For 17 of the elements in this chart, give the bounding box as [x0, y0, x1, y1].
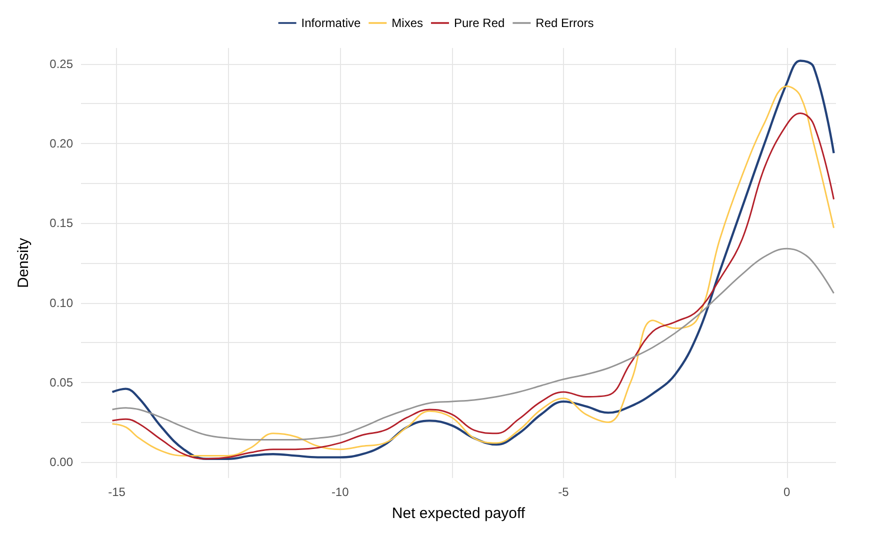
- x-tick-label: -10: [331, 485, 350, 499]
- x-tick-label: -5: [558, 485, 570, 499]
- x-tick-label: 0: [784, 485, 791, 499]
- y-tick-label: 0.05: [50, 375, 74, 390]
- line-series: [112, 248, 835, 441]
- x-tick-label: -15: [108, 485, 126, 499]
- legend-label: Informative: [301, 16, 361, 30]
- y-tick-label: 0.20: [50, 136, 74, 151]
- legend-label: Mixes: [392, 16, 423, 30]
- y-tick-label: 0.15: [50, 216, 74, 230]
- y-axis-title: Density: [15, 238, 32, 288]
- legend-label: Red Errors: [536, 16, 594, 30]
- y-tick-label: 0.25: [50, 56, 74, 71]
- legend-label: Pure Red: [454, 16, 505, 30]
- y-tick-label: 0.00: [50, 455, 74, 470]
- x-axis-title: Net expected payoff: [392, 505, 526, 522]
- y-tick-label: 0.10: [50, 296, 74, 310]
